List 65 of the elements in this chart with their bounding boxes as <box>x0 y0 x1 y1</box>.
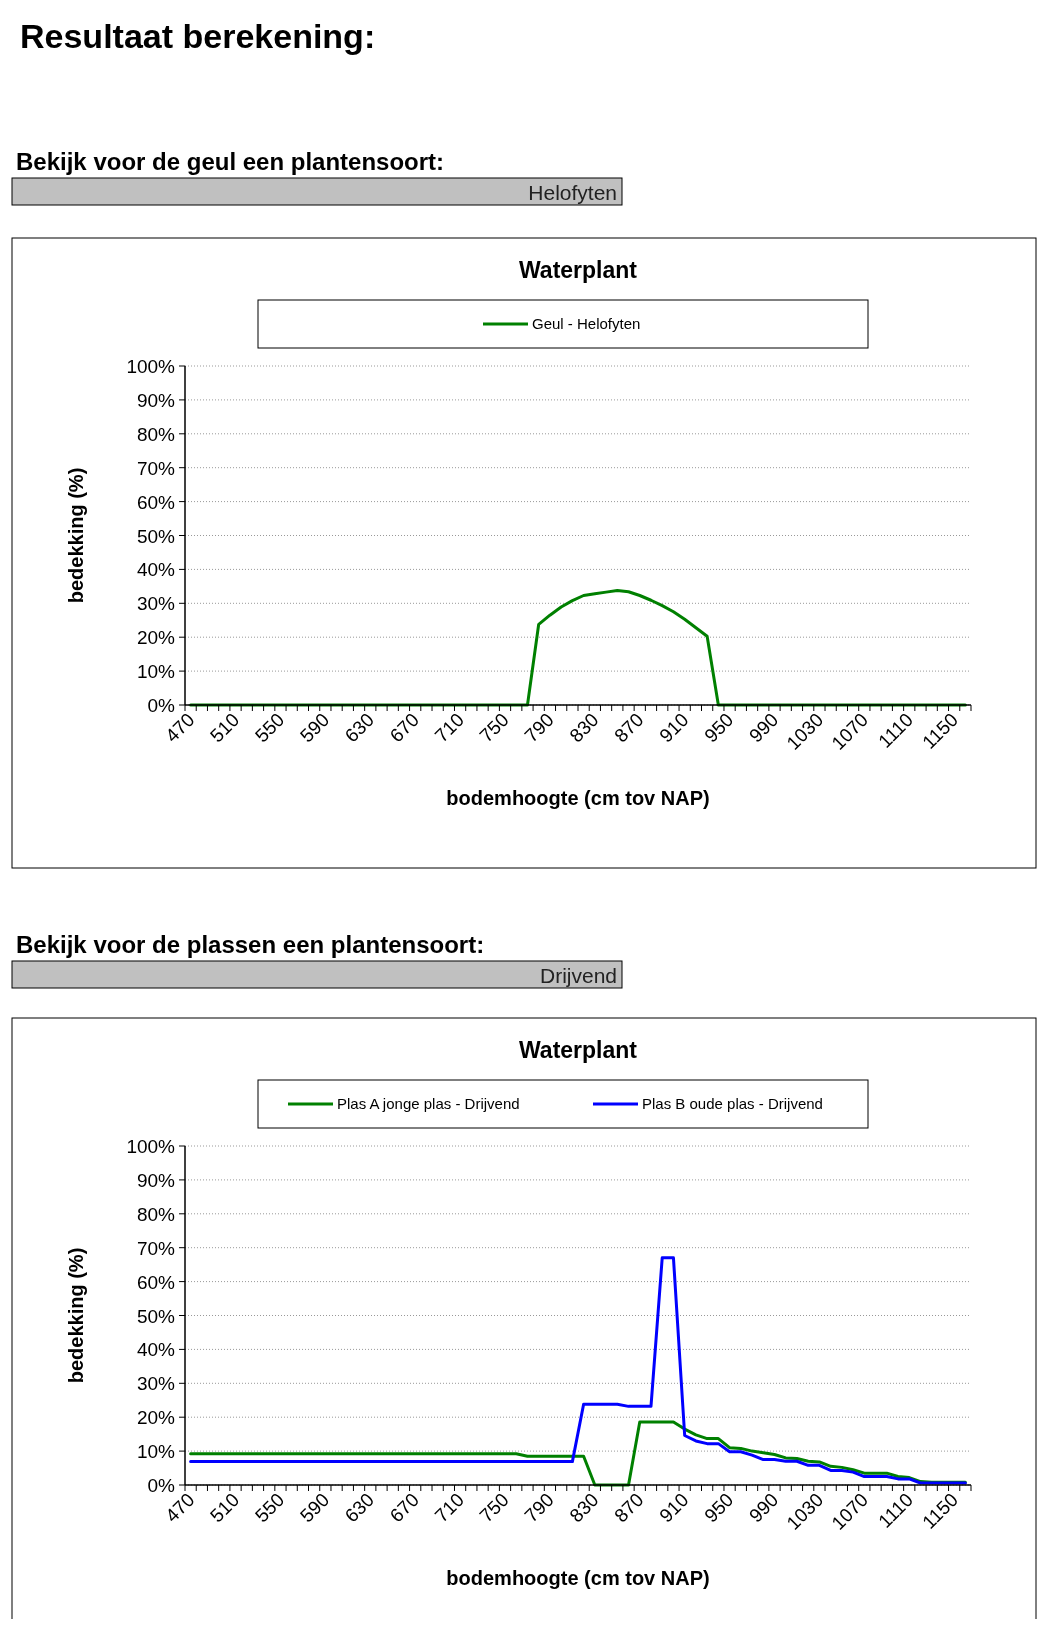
x-tick-label: 670 <box>385 1488 424 1527</box>
x-tick-label: 950 <box>700 1488 738 1527</box>
y-tick-label: 100% <box>126 356 176 377</box>
y-tick-label: 0% <box>147 695 176 716</box>
y-tick-label: 60% <box>136 491 176 513</box>
x-tick-label: 790 <box>520 1488 558 1527</box>
x-tick-label: 870 <box>610 1488 648 1527</box>
legend-label: Plas A jonge plas - Drijvend <box>337 1095 520 1112</box>
x-tick-label: 990 <box>745 708 783 747</box>
x-tick-label: 950 <box>700 708 738 747</box>
x-tick-label: 830 <box>565 1488 603 1527</box>
x-tick-label: 630 <box>340 708 379 747</box>
x-tick-label: 590 <box>295 1488 334 1527</box>
x-tick-label: 750 <box>475 708 513 747</box>
y-tick-label: 80% <box>136 1203 176 1225</box>
x-tick-label: 510 <box>206 708 244 747</box>
y-tick-label: 90% <box>136 1169 176 1191</box>
line-series <box>189 1256 967 1485</box>
y-tick-label: 80% <box>136 423 176 445</box>
x-tick-label: 750 <box>475 1488 513 1527</box>
x-tick-label: 710 <box>430 1488 468 1527</box>
y-tick-label: 70% <box>136 1237 176 1259</box>
x-axis-title: bodemhoogte (cm tov NAP) <box>446 1567 710 1589</box>
legend-label: Geul - Helofyten <box>532 315 641 332</box>
y-tick-label: 50% <box>136 525 176 547</box>
x-tick-label: 870 <box>610 708 648 747</box>
y-axis-title: bedekking (%) <box>65 467 87 604</box>
y-tick-label: 10% <box>136 1441 176 1463</box>
y-tick-label: 30% <box>136 593 176 615</box>
x-tick-label: 790 <box>520 708 558 747</box>
x-tick-label: 550 <box>251 708 289 747</box>
line-series <box>189 588 967 707</box>
x-tick-label: 670 <box>385 708 424 747</box>
y-tick-label: 40% <box>136 1339 176 1361</box>
y-tick-label: 40% <box>136 559 176 581</box>
text: Drijvend <box>539 964 617 987</box>
x-tick-label: 910 <box>655 1488 693 1527</box>
x-tick-label: 710 <box>430 708 468 747</box>
y-tick-label: 50% <box>136 1305 176 1327</box>
y-tick-label: 90% <box>136 389 176 411</box>
y-tick-label: 0% <box>147 1475 176 1496</box>
legend-label: Plas B oude plas - Drijvend <box>642 1095 823 1112</box>
x-tick-label: 910 <box>655 708 693 747</box>
text: Bekijk voor de geul een plantensoort: <box>16 148 445 175</box>
text: Bekijk voor de plassen een plantensoort: <box>16 931 485 958</box>
line-series <box>189 1420 967 1487</box>
y-tick-label: 10% <box>136 661 176 683</box>
y-tick-label: 30% <box>136 1373 176 1395</box>
chart-title: Waterplant <box>519 1037 638 1063</box>
y-axis-title: bedekking (%) <box>65 1247 87 1384</box>
x-axis-title: bodemhoogte (cm tov NAP) <box>446 787 710 809</box>
y-tick-label: 100% <box>126 1136 176 1157</box>
text: Helofyten <box>528 181 617 204</box>
y-tick-label: 60% <box>136 1271 176 1293</box>
text: Resultaat berekening: <box>20 17 376 55</box>
y-tick-label: 70% <box>136 457 176 479</box>
x-tick-label: 630 <box>340 1488 379 1527</box>
x-tick-label: 550 <box>251 1488 289 1527</box>
x-tick-label: 990 <box>745 1488 783 1527</box>
chart-title: Waterplant <box>519 257 638 283</box>
x-tick-label: 590 <box>295 708 334 747</box>
x-tick-label: 830 <box>565 708 603 747</box>
x-tick-label: 510 <box>206 1488 244 1527</box>
y-tick-label: 20% <box>136 1407 176 1429</box>
y-tick-label: 20% <box>136 627 176 649</box>
